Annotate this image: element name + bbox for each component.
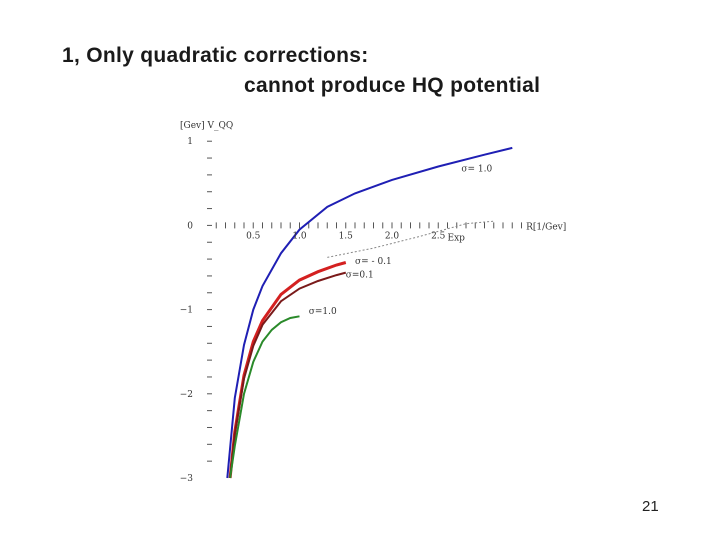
y-tick-label: −3 xyxy=(180,474,194,484)
slide-number: 21 xyxy=(642,498,659,515)
x-axis-sublabel: Exp xyxy=(448,233,466,243)
series-annotation: σ=0.1 xyxy=(346,271,374,281)
chart-labels-layer: 1 0 −1 −2 −3 0.5 1.0 1.5 2.0 2.5 [Gev] V_QQ R[1/Gev… xyxy=(180,121,567,484)
x-tick-label: 1.0 xyxy=(292,231,307,241)
y-tick-label: −1 xyxy=(180,306,193,316)
series-line xyxy=(327,220,494,258)
x-tick-label: 0.5 xyxy=(246,231,261,241)
y-tick-label: 0 xyxy=(187,221,193,231)
y-tick-label: 1 xyxy=(187,137,193,147)
chart-series-layer xyxy=(226,146,513,479)
series-annotation: σ= 1.0 xyxy=(461,165,492,175)
x-axis-label: R[1/Gev] xyxy=(526,222,566,232)
series-line xyxy=(229,315,300,479)
series-annotation: σ= - 0.1 xyxy=(355,257,392,267)
y-axis-label: [Gev] V_QQ xyxy=(180,121,233,131)
x-tick-label: 2.0 xyxy=(385,231,400,241)
slide-title-line1: 1, Only quadratic corrections: xyxy=(62,44,369,67)
x-tick-label: 2.5 xyxy=(431,231,446,241)
series-line xyxy=(228,261,347,479)
x-tick-label: 1.5 xyxy=(339,231,354,241)
slide-title-line2: cannot produce HQ potential xyxy=(244,74,541,97)
series-line xyxy=(229,271,347,479)
series-line xyxy=(226,146,513,479)
chart-axes xyxy=(207,140,522,462)
series-annotation: σ=1.0 xyxy=(309,307,337,317)
y-tick-label: −2 xyxy=(180,390,193,400)
